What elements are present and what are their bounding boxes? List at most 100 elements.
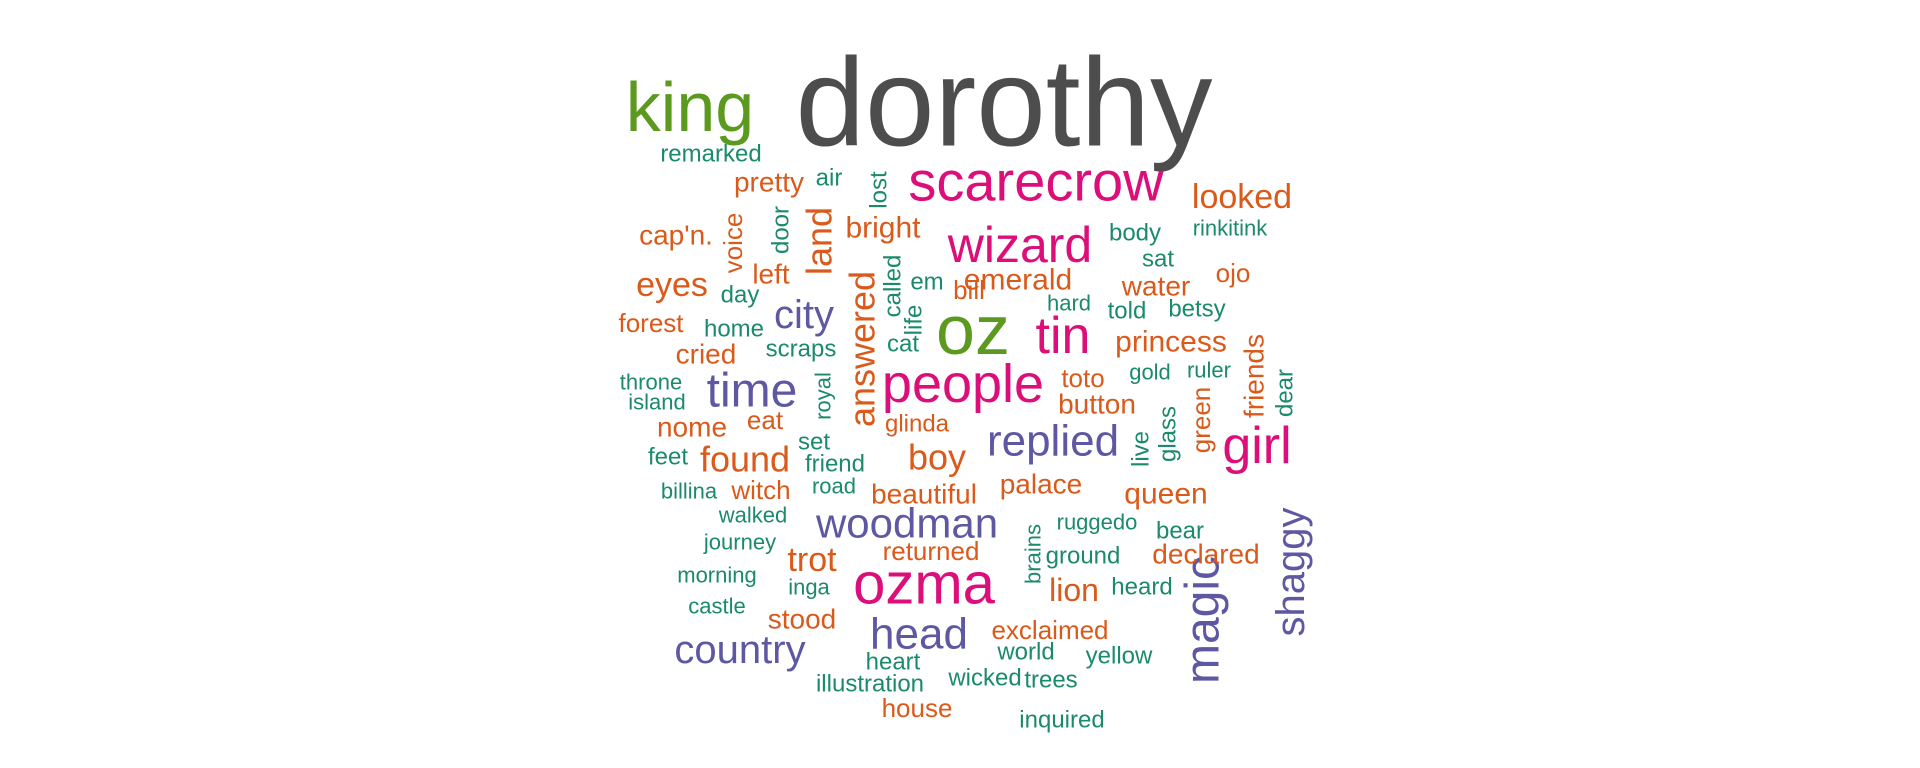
word-friend: friend [805, 451, 865, 478]
word-em: em [910, 269, 943, 296]
word-woodman: woodman [815, 500, 998, 547]
word-ruggedo: ruggedo [1057, 510, 1138, 535]
word-gold: gold [1129, 360, 1171, 385]
word-live: live [1128, 431, 1155, 467]
word-returned: returned [883, 536, 980, 566]
word-throne: throne [620, 370, 682, 395]
word-land: land [799, 207, 840, 275]
word-princess: princess [1115, 326, 1227, 359]
word-body: body [1109, 220, 1161, 247]
word-heart: heart [866, 649, 921, 676]
word-inquired: inquired [1019, 707, 1104, 734]
word-world: world [996, 639, 1054, 666]
word-exclaimed: exclaimed [991, 615, 1108, 645]
word-city: city [774, 293, 834, 337]
word-house: house [882, 693, 953, 723]
word-wizard: wizard [947, 217, 1092, 273]
word-ojo: ojo [1216, 258, 1251, 288]
word-girl: girl [1222, 417, 1291, 475]
word-home: home [704, 316, 764, 343]
word-king: king [626, 68, 754, 146]
word-island: island [628, 390, 685, 415]
word-dorothy: dorothy [796, 34, 1213, 173]
word-told: told [1108, 298, 1147, 325]
word-life: life [901, 305, 928, 336]
word-queen: queen [1124, 478, 1207, 511]
word-pretty: pretty [734, 167, 804, 198]
word-set: set [798, 429, 830, 456]
word-cap-n: cap'n. [639, 220, 713, 251]
word-looked: looked [1192, 178, 1292, 216]
word-eyes: eyes [636, 266, 708, 304]
word-eat: eat [747, 405, 784, 435]
word-door: door [768, 206, 795, 254]
word-glinda: glinda [885, 411, 950, 438]
word-boy: boy [908, 437, 966, 478]
word-left: left [752, 259, 790, 290]
word-ruler: ruler [1187, 358, 1231, 383]
word-lion: lion [1049, 572, 1099, 608]
word-shaggy: shaggy [1269, 508, 1313, 637]
word-forest: forest [618, 308, 684, 338]
word-ozma: ozma [853, 552, 996, 617]
word-ground: ground [1046, 543, 1121, 570]
word-morning: morning [677, 563, 756, 588]
word-trot: trot [787, 541, 837, 579]
word-heard: heard [1111, 574, 1172, 601]
word-wicked: wicked [947, 665, 1021, 692]
word-castle: castle [688, 594, 745, 619]
word-beautiful: beautiful [871, 479, 977, 510]
word-brains: brains [1021, 524, 1046, 584]
word-stood: stood [768, 604, 837, 635]
word-magic: magic [1177, 556, 1230, 684]
word-dear: dear [1272, 369, 1299, 417]
word-replied: replied [987, 417, 1119, 466]
word-feet: feet [648, 444, 688, 471]
word-bill: bill [953, 275, 985, 305]
word-royal: royal [811, 372, 836, 420]
word-palace: palace [1000, 469, 1083, 500]
word-cried: cried [676, 339, 737, 370]
word-hard: hard [1047, 291, 1091, 316]
word-called: called [880, 255, 907, 318]
word-lost: lost [866, 171, 893, 209]
word-yellow: yellow [1086, 643, 1153, 670]
word-friends: friends [1239, 334, 1270, 418]
word-sat: sat [1142, 246, 1174, 273]
word-scarecrow: scarecrow [908, 150, 1164, 213]
word-oz: oz [936, 291, 1010, 369]
word-toto: toto [1061, 363, 1104, 393]
word-green: green [1186, 387, 1216, 454]
word-illustration: illustration [816, 671, 924, 698]
word-road: road [812, 474, 856, 499]
word-nome: nome [657, 412, 727, 443]
word-rinkitink: rinkitink [1193, 216, 1269, 241]
word-scraps: scraps [766, 336, 837, 363]
word-found: found [700, 439, 790, 480]
word-betsy: betsy [1168, 296, 1225, 323]
word-day: day [721, 282, 760, 309]
word-time: time [707, 365, 798, 418]
word-air: air [816, 165, 843, 192]
word-people: people [882, 354, 1044, 414]
word-button: button [1058, 389, 1136, 420]
word-bear: bear [1156, 518, 1204, 545]
word-trees: trees [1024, 667, 1077, 694]
word-declared: declared [1152, 539, 1259, 570]
word-journey: journey [703, 530, 776, 555]
word-emerald: emerald [964, 264, 1072, 297]
word-billina: billina [661, 479, 718, 504]
word-remarked: remarked [660, 141, 761, 168]
word-country: country [674, 628, 805, 672]
word-voice: voice [718, 213, 748, 274]
word-cat: cat [887, 331, 919, 358]
word-water: water [1121, 271, 1190, 302]
word-witch: witch [730, 475, 790, 505]
word-glass: glass [1155, 406, 1182, 462]
word-walked: walked [718, 503, 787, 528]
word-bright: bright [845, 212, 921, 245]
word-head: head [870, 610, 968, 659]
word-tin: tin [1036, 307, 1091, 365]
word-inga: inga [788, 575, 830, 600]
